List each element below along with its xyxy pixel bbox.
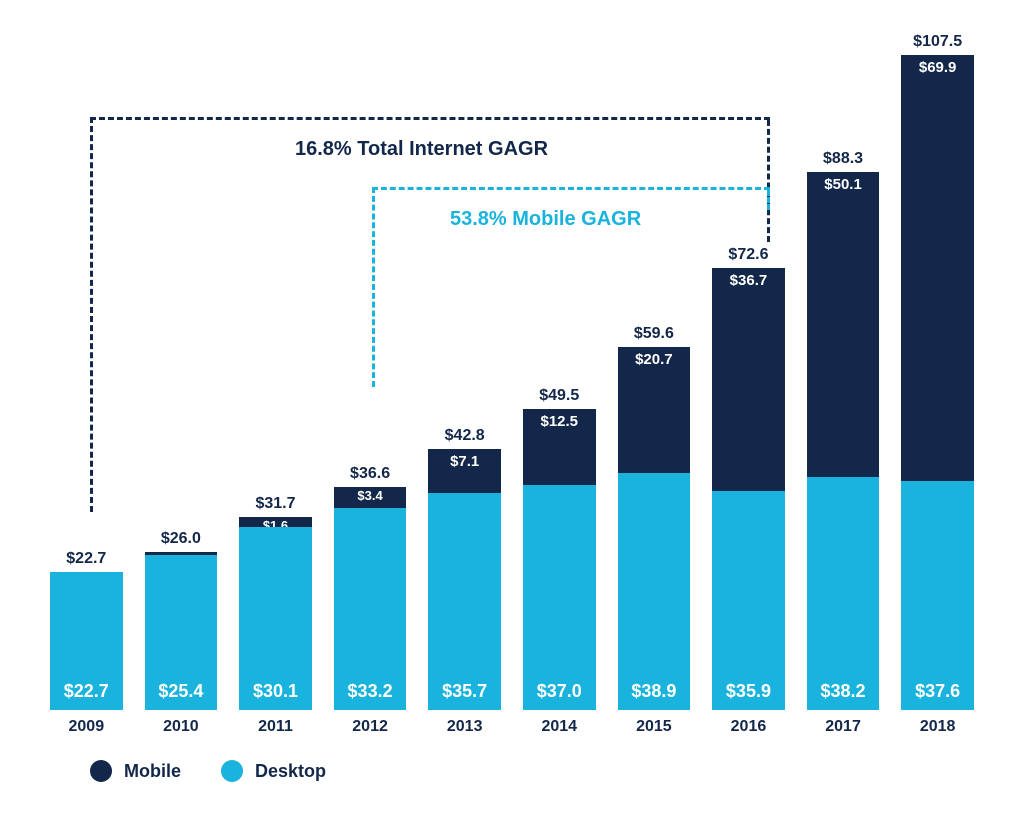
bar-value-desktop: $38.2 [807,681,880,702]
bar-value-desktop: $37.6 [901,681,974,702]
year-label: 2009 [50,718,123,736]
bar-segment-desktop: $30.1 [239,527,312,710]
bar-segment-mobile: $1.6 [239,517,312,527]
bar-value-desktop: $25.4 [145,681,218,702]
chart-stage: $22.7$22.7$26.0$0.6$25.4$31.7$1.6$30.1$3… [0,0,1024,821]
bar-2009: $22.7 $22.7 [50,550,123,710]
year-label: 2017 [807,718,880,736]
bar-value-desktop: $35.7 [428,681,501,702]
legend-item-desktop: Desktop [221,760,326,782]
x-axis-years: 2009 2010 2011 2012 2013 2014 2015 2016 2017 2018 [50,718,974,736]
year-label: 2013 [428,718,501,736]
bar-2011: $31.7$1.6$30.1 [239,495,312,710]
year-label: 2011 [239,718,312,736]
legend: Mobile Desktop [90,760,326,782]
bar-2010: $26.0$0.6$25.4 [145,530,218,710]
legend-label-mobile: Mobile [124,761,181,782]
legend-item-mobile: Mobile [90,760,181,782]
legend-swatch-desktop [221,760,243,782]
total-cagr-label: 16.8% Total Internet GAGR [295,138,548,161]
bar-total-label: $88.3 [807,150,880,168]
legend-label-desktop: Desktop [255,761,326,782]
year-label: 2016 [712,718,785,736]
bar-value-desktop: $33.2 [334,681,407,702]
bar-2017: $88.3 $50.1 $38.2 [807,150,880,710]
bar-value-mobile: $69.9 [901,59,974,76]
bar-segment-desktop: $37.6 [901,481,974,710]
bar-segment-mobile: $69.9 [901,55,974,481]
bar-2018: $107.5 $69.9 $37.6 [901,33,974,710]
bar-segment-mobile: $50.1 [807,172,880,477]
bar-value-desktop: $30.1 [239,681,312,702]
bar-segment-desktop: $25.4 [145,555,218,710]
bar-segment-desktop: $33.2 [334,508,407,710]
bar-total-label: $107.5 [901,33,974,51]
year-label: 2015 [618,718,691,736]
year-label: 2012 [334,718,407,736]
bar-total-label: $22.7 [50,550,123,568]
bar-total-label: $26.0 [145,530,218,548]
bar-value-desktop: $38.9 [618,681,691,702]
year-label: 2018 [901,718,974,736]
bar-value-desktop: $37.0 [523,681,596,702]
bar-value-desktop: $22.7 [50,681,123,702]
bar-segment-desktop: $38.2 [807,477,880,710]
year-label: 2014 [523,718,596,736]
bar-value-desktop: $35.9 [712,681,785,702]
bar-value-mobile: $50.1 [807,176,880,193]
bar-segment-desktop: $35.9 [712,491,785,710]
mobile-cagr-label: 53.8% Mobile GAGR [450,208,641,231]
bar-segment-desktop: $22.7 [50,572,123,710]
bar-segment-desktop: $37.0 [523,485,596,710]
bar-segment-desktop: $35.7 [428,493,501,710]
year-label: 2010 [145,718,218,736]
legend-swatch-mobile [90,760,112,782]
